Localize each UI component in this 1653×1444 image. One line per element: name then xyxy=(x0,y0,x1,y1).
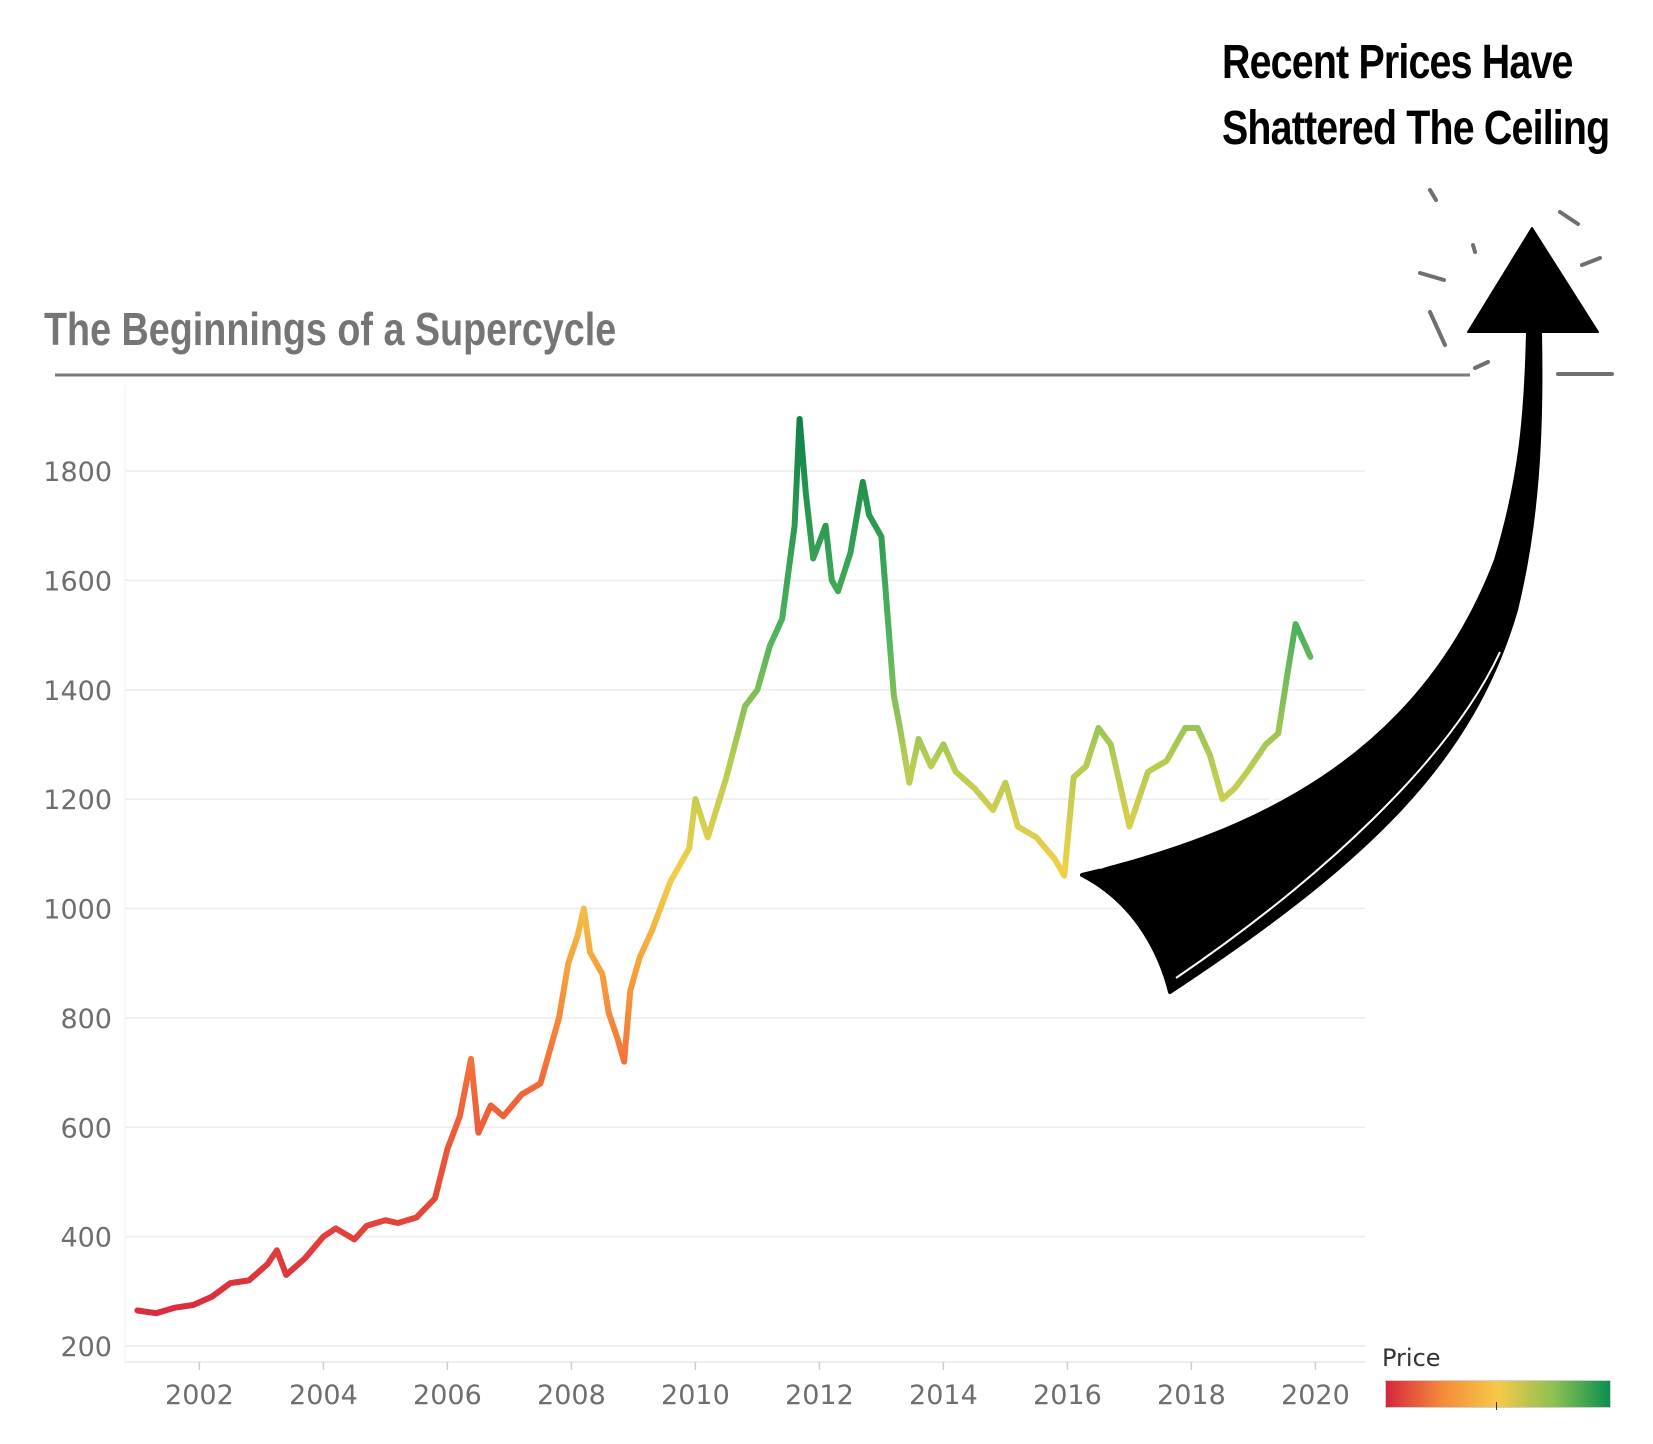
x-tick-label: 2016 xyxy=(1033,1380,1102,1411)
y-axis: 200 400 600 800 1000 1200 1400 1600 1800 xyxy=(43,385,126,1363)
y-tick-label: 1800 xyxy=(43,457,112,488)
legend-title: Price xyxy=(1382,1344,1441,1372)
y-tick-label: 1000 xyxy=(43,895,112,926)
chart-title: The Beginnings of a Supercycle xyxy=(44,303,617,355)
x-tick-label: 2010 xyxy=(661,1380,730,1411)
annotation-line-1: Recent Prices Have xyxy=(1222,36,1573,89)
price-series xyxy=(134,416,1314,1317)
y-tick-label: 1600 xyxy=(43,566,112,597)
x-tick-label: 2008 xyxy=(537,1380,606,1411)
up-arrow-icon xyxy=(1080,227,1599,994)
x-tick-label: 2014 xyxy=(909,1380,978,1411)
annotation-line-2: Shattered The Ceiling xyxy=(1222,102,1610,155)
x-tick-label: 2020 xyxy=(1281,1380,1350,1411)
y-tick-label: 1200 xyxy=(43,785,112,816)
legend-marker xyxy=(1496,1402,1497,1410)
y-tick-label: 200 xyxy=(60,1332,112,1363)
y-tick-label: 600 xyxy=(60,1113,112,1144)
gridlines xyxy=(125,470,1365,1347)
x-tick-label: 2004 xyxy=(289,1380,358,1411)
y-tick-label: 400 xyxy=(60,1223,112,1254)
annotation-headline: Recent Prices Have Shattered The Ceiling xyxy=(1222,30,1610,162)
burst-marks xyxy=(1418,188,1614,376)
x-axis: 2002 2004 2006 2008 2010 2012 2014 2016 2018 2020 xyxy=(125,1361,1365,1411)
x-tick-label: 2018 xyxy=(1157,1380,1226,1411)
y-tick-label: 1400 xyxy=(43,676,112,707)
legend-color-bar xyxy=(1385,1380,1611,1408)
y-tick-label: 800 xyxy=(60,1004,112,1035)
price-line xyxy=(134,416,1314,1317)
x-tick-label: 2006 xyxy=(413,1380,482,1411)
x-tick-label: 2002 xyxy=(165,1380,234,1411)
x-tick-label: 2012 xyxy=(785,1380,854,1411)
